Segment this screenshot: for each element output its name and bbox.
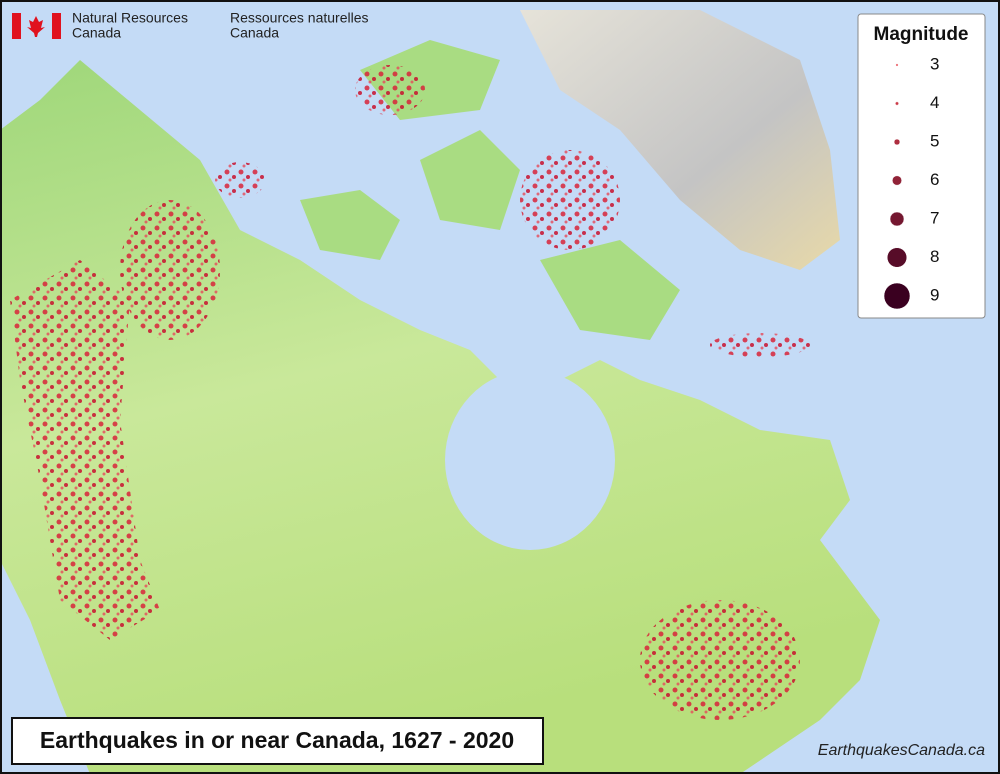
legend-label: 8 — [930, 247, 939, 266]
header-text: Canada — [230, 25, 279, 41]
earthquake-clusters — [10, 65, 810, 720]
legend-label: 5 — [930, 131, 939, 150]
credit: EarthquakesCanada.ca — [818, 742, 985, 759]
legend-label: 6 — [930, 170, 939, 189]
flag-bar — [52, 13, 61, 39]
logo: Natural Resources Canada Ressources natu… — [12, 10, 369, 41]
mainland — [0, 60, 880, 774]
legend-label: 3 — [930, 54, 939, 73]
legend-marker — [895, 63, 899, 67]
beaufort-cluster — [215, 162, 265, 198]
legend-title: Magnitude — [874, 24, 969, 45]
arctic-cluster — [355, 65, 425, 115]
greenland — [520, 10, 840, 270]
arctic-islands — [300, 40, 680, 340]
legend-marker — [895, 101, 899, 106]
header-text: Canada — [72, 25, 121, 41]
title-box — [11, 717, 544, 765]
header-text: Natural Resources — [72, 10, 188, 26]
legend-marker — [883, 282, 911, 310]
baffin-cluster — [520, 150, 620, 250]
legend-label: 7 — [930, 208, 939, 227]
header-text: Ressources naturelles — [230, 10, 369, 26]
legend-box — [857, 13, 986, 319]
legend: Magnitude 3 4 5 6 7 8 9 — [857, 13, 986, 319]
legend-label: 9 — [930, 285, 939, 304]
legend-marker — [892, 175, 902, 186]
baffin-bay-cluster — [710, 333, 810, 357]
title: Earthquakes in or near Canada, 1627 - 20… — [40, 727, 514, 753]
hudson-bay — [445, 370, 615, 550]
flag-bar — [12, 13, 21, 39]
maple-leaf — [27, 16, 45, 37]
west-coast-cluster — [10, 260, 160, 640]
legend-marker — [886, 247, 908, 268]
legend-marker — [893, 138, 901, 146]
yukon-cluster — [120, 200, 220, 340]
east-cluster — [640, 600, 800, 720]
legend-label: 4 — [930, 93, 939, 112]
legend-marker — [889, 211, 905, 227]
